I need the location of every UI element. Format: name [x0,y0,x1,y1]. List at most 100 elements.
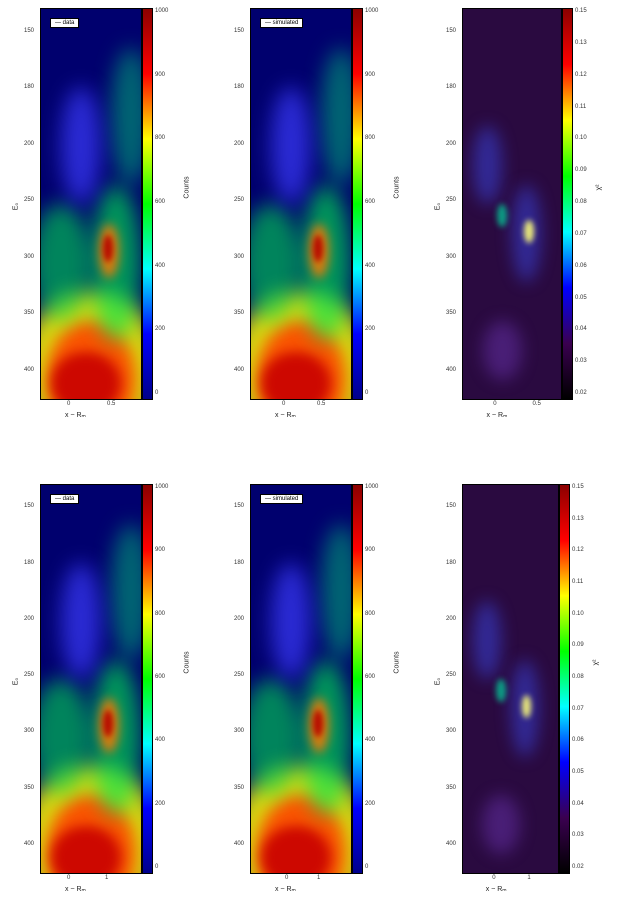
colorbar [562,8,573,400]
colorbar-tick-label: 0.13 [575,39,587,46]
y-tick-label: 180 [446,84,457,91]
heatmap-area [462,8,562,400]
colorbar-tick-label: 900 [365,71,376,78]
colorbar-label: Counts [393,175,401,199]
colorbar-label: χ² [595,183,603,191]
heatmap-panel-1: — data 150 180 200 250 300 350 400 E₀ 0 0.5 x ~ Rₘ 1… [12,8,200,428]
density-region-4 [41,679,91,796]
y-tick-label: 400 [24,840,35,847]
density-region-8 [111,523,141,660]
legend-box: — data [50,494,80,504]
y-tick-label: 200 [24,140,35,147]
x-tick-label: 0 [67,875,71,881]
x-tick-label: 0 [493,401,497,407]
colorbar-tick-label: 0.10 [575,135,587,142]
colorbar-tick-label: 800 [365,135,376,142]
x-axis-label: x ~ Rₘ [65,412,86,419]
colorbar-tick-label: 0 [155,864,159,870]
y-tick-label: 350 [234,784,245,791]
colorbar-tick-label: 900 [155,547,166,554]
y-tick-label: 400 [234,366,245,373]
density-region-7 [103,235,113,263]
density-region-7 [313,235,323,263]
y-axis-label: E₀ [434,202,442,211]
y-tick-label: 150 [446,27,457,34]
colorbar-tick-label: 0.10 [572,610,584,617]
heatmap-panel-3: 150 180 200 250 300 350 400 E₀ 0 0.5 x ~ Rₘ 0.15 0.1… [434,8,620,428]
y-tick-label: 250 [24,672,35,679]
y-tick-label: 200 [446,140,457,147]
colorbar-tick-label: 200 [365,800,376,807]
colorbar-tick-label: 1000 [155,484,169,490]
x-axis-label: x ~ Rₘ [275,886,296,893]
heatmap-area [250,484,352,874]
colorbar-tick-label: 600 [365,674,376,680]
density-region-3 [523,219,534,243]
density-region-9 [61,87,101,204]
colorbar-tick-label: 0.09 [572,642,584,649]
heatmap-panel-2: — simulated 150 180 200 250 300 350 400 0 0.5 x ~ … [234,8,410,428]
colorbar-tick-label: 0.02 [572,864,584,870]
y-tick-label: 180 [234,559,245,566]
colorbar-label: Counts [393,651,401,674]
colorbar-tick-label: 400 [365,737,376,744]
density-region-3 [51,352,121,399]
x-tick-label: 0.5 [107,401,116,407]
y-tick-label: 400 [446,840,457,847]
y-tick-label: 350 [234,310,245,317]
colorbar-tick-label: 400 [365,262,376,269]
density-region-8 [321,48,351,185]
y-tick-label: 250 [446,672,457,679]
y-tick-label: 180 [24,84,35,91]
x-tick-label: 1 [105,875,109,881]
x-tick-label: 0 [282,401,286,407]
y-tick-label: 150 [24,27,35,34]
y-tick-label: 250 [234,672,245,679]
colorbar-tick-label: 800 [365,610,376,617]
y-tick-label: 250 [234,197,245,204]
y-tick-label: 300 [24,728,35,735]
y-tick-label: 250 [446,197,457,204]
density-region-4 [497,204,508,228]
x-tick-label: 1 [527,875,531,881]
colorbar-label: Counts [183,651,191,674]
heatmap-panel-4: — data 150 180 200 250 300 350 400 E₀ 0 1 x ~ Rₘ 100… [12,484,200,902]
y-tick-label: 200 [234,140,245,147]
colorbar-tick-label: 600 [365,199,376,205]
y-tick-label: 200 [234,615,245,622]
y-tick-label: 300 [446,728,457,735]
heatmap-area [40,484,142,874]
colorbar [142,484,153,874]
colorbar-tick-label: 0 [155,390,159,396]
colorbar-tick-label: 1000 [155,8,169,14]
density-region-3 [51,826,121,873]
colorbar-tick-label: 0.05 [572,769,584,775]
colorbar-tick-label: 600 [155,199,166,205]
y-tick-label: 350 [24,310,35,317]
colorbar-tick-label: 0.12 [575,71,587,78]
colorbar-tick-label: 0.15 [575,8,587,14]
colorbar-tick-label: 0.07 [572,705,584,712]
colorbar-label: χ² [592,659,600,666]
y-tick-label: 150 [446,503,457,510]
legend-box: — simulated [260,18,304,28]
heatmap-area [462,484,559,874]
y-tick-label: 300 [234,728,245,735]
colorbar [352,8,363,400]
x-tick-label: 0 [67,401,71,407]
colorbar-tick-label: 0.06 [572,737,584,744]
colorbar-tick-label: 0.15 [572,484,584,490]
density-region-4 [41,204,91,321]
y-tick-label: 350 [446,784,457,791]
y-axis-label: E₀ [12,202,20,211]
density-region-4 [496,679,506,703]
y-tick-label: 180 [24,559,35,566]
colorbar-tick-label: 0.05 [575,294,587,301]
colorbar-tick-label: 800 [155,610,166,617]
legend-box: — data [50,18,80,28]
colorbar-tick-label: 0.12 [572,547,584,554]
density-region-5 [482,795,520,854]
x-tick-label: 0 [285,875,289,881]
density-region-4 [251,679,301,796]
density-region-8 [111,48,141,185]
